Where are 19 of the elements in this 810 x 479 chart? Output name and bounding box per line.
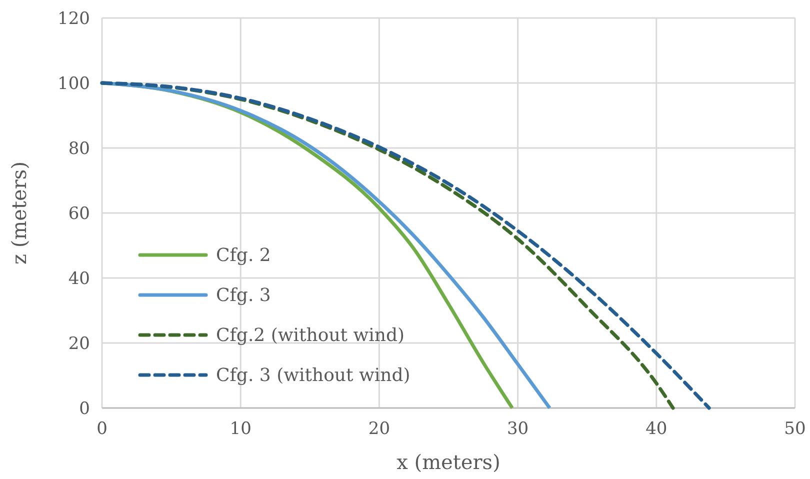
x-tick-label: 40 (646, 419, 668, 439)
x-tick-label: 0 (96, 419, 108, 439)
y-tick-label: 60 (68, 204, 90, 224)
y-tick-label: 120 (58, 9, 90, 29)
x-tick-label: 20 (368, 419, 390, 439)
legend-label: Cfg. 2 (216, 245, 271, 266)
y-tick-label: 80 (68, 139, 90, 159)
y-tick-label: 100 (58, 74, 90, 94)
y-tick-label: 0 (79, 399, 90, 419)
y-tick-label: 20 (68, 334, 90, 354)
x-tick-label: 30 (506, 419, 529, 439)
x-tick-label: 50 (784, 419, 806, 439)
x-axis-title: x (meters) (396, 450, 500, 474)
legend-label: Cfg. 3 (without wind) (216, 365, 410, 386)
y-tick-label: 40 (68, 269, 90, 289)
x-tick-label: 10 (230, 419, 252, 439)
y-axis-title: z (meters) (7, 162, 31, 264)
legend-label: Cfg. 3 (216, 285, 271, 306)
legend-label: Cfg.2 (without wind) (216, 325, 405, 346)
